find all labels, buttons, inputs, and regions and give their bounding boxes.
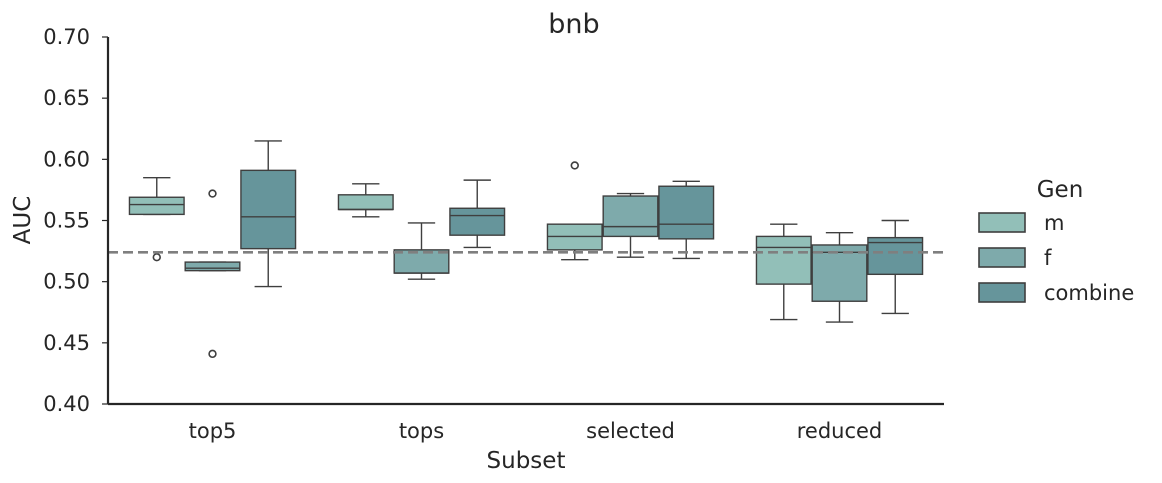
y-axis-ticks: 0.40 0.45 0.50 0.55 0.60 0.65 0.70 <box>43 25 108 416</box>
box-combine-top5 <box>240 140 297 288</box>
box-combine-selected <box>658 180 715 260</box>
x-tick-label: selected <box>586 419 675 443</box>
box-layer <box>128 140 924 359</box>
box-m-selected <box>546 161 603 261</box>
box-body <box>867 236 924 276</box>
x-tick-label: top5 <box>189 419 237 443</box>
y-axis-label: AUC <box>10 196 36 245</box>
legend-label-combine: combine <box>1044 281 1134 305</box>
plot-area <box>108 140 944 359</box>
box-f-tops <box>393 222 450 280</box>
legend-label-m: m <box>1044 211 1064 235</box>
legend-items: mf combine <box>978 211 1134 305</box>
box-m-reduced <box>755 223 812 321</box>
y-tick-label: 0.50 <box>43 270 90 294</box>
outlier-point <box>152 253 161 262</box>
legend-swatch-f <box>978 247 1026 268</box>
box-body <box>658 185 715 240</box>
outlier-point <box>208 349 217 359</box>
box-body <box>449 207 506 236</box>
x-axis-ticks: top5 tops selected reduced <box>189 419 883 443</box>
box-body <box>128 196 185 216</box>
x-tick-label: tops <box>399 419 444 443</box>
box-combine-reduced <box>867 219 924 315</box>
x-axis-label: Subset <box>487 448 566 474</box>
box-body <box>184 261 241 272</box>
box-body <box>337 194 394 211</box>
box-f-top5 <box>184 189 241 359</box>
legend-swatch-m <box>978 212 1026 233</box>
box-m-tops <box>337 183 394 218</box>
y-tick-label: 0.70 <box>43 25 90 49</box>
box-body <box>755 235 812 285</box>
box-f-selected <box>602 192 659 258</box>
legend: Gen mf combine <box>978 177 1134 305</box>
box-body <box>240 169 297 250</box>
x-tick-label: reduced <box>797 419 883 443</box>
box-body <box>602 195 659 238</box>
y-tick-label: 0.65 <box>43 86 90 110</box>
y-tick-label: 0.45 <box>43 331 90 355</box>
y-tick-label: 0.40 <box>43 392 90 416</box>
box-m-top5 <box>128 176 185 262</box>
legend-title: Gen <box>1037 177 1084 203</box>
legend-swatch-combine <box>978 282 1026 303</box>
chart-title: bnb <box>548 9 599 40</box>
box-body <box>811 244 868 302</box>
y-tick-label: 0.60 <box>43 147 90 171</box>
y-tick-label: 0.55 <box>43 209 90 233</box>
outlier-point <box>208 189 217 198</box>
outlier-point <box>570 161 579 170</box>
legend-label-f: f <box>1044 246 1052 270</box>
box-f-reduced <box>811 232 868 323</box>
box-combine-tops <box>449 179 506 249</box>
